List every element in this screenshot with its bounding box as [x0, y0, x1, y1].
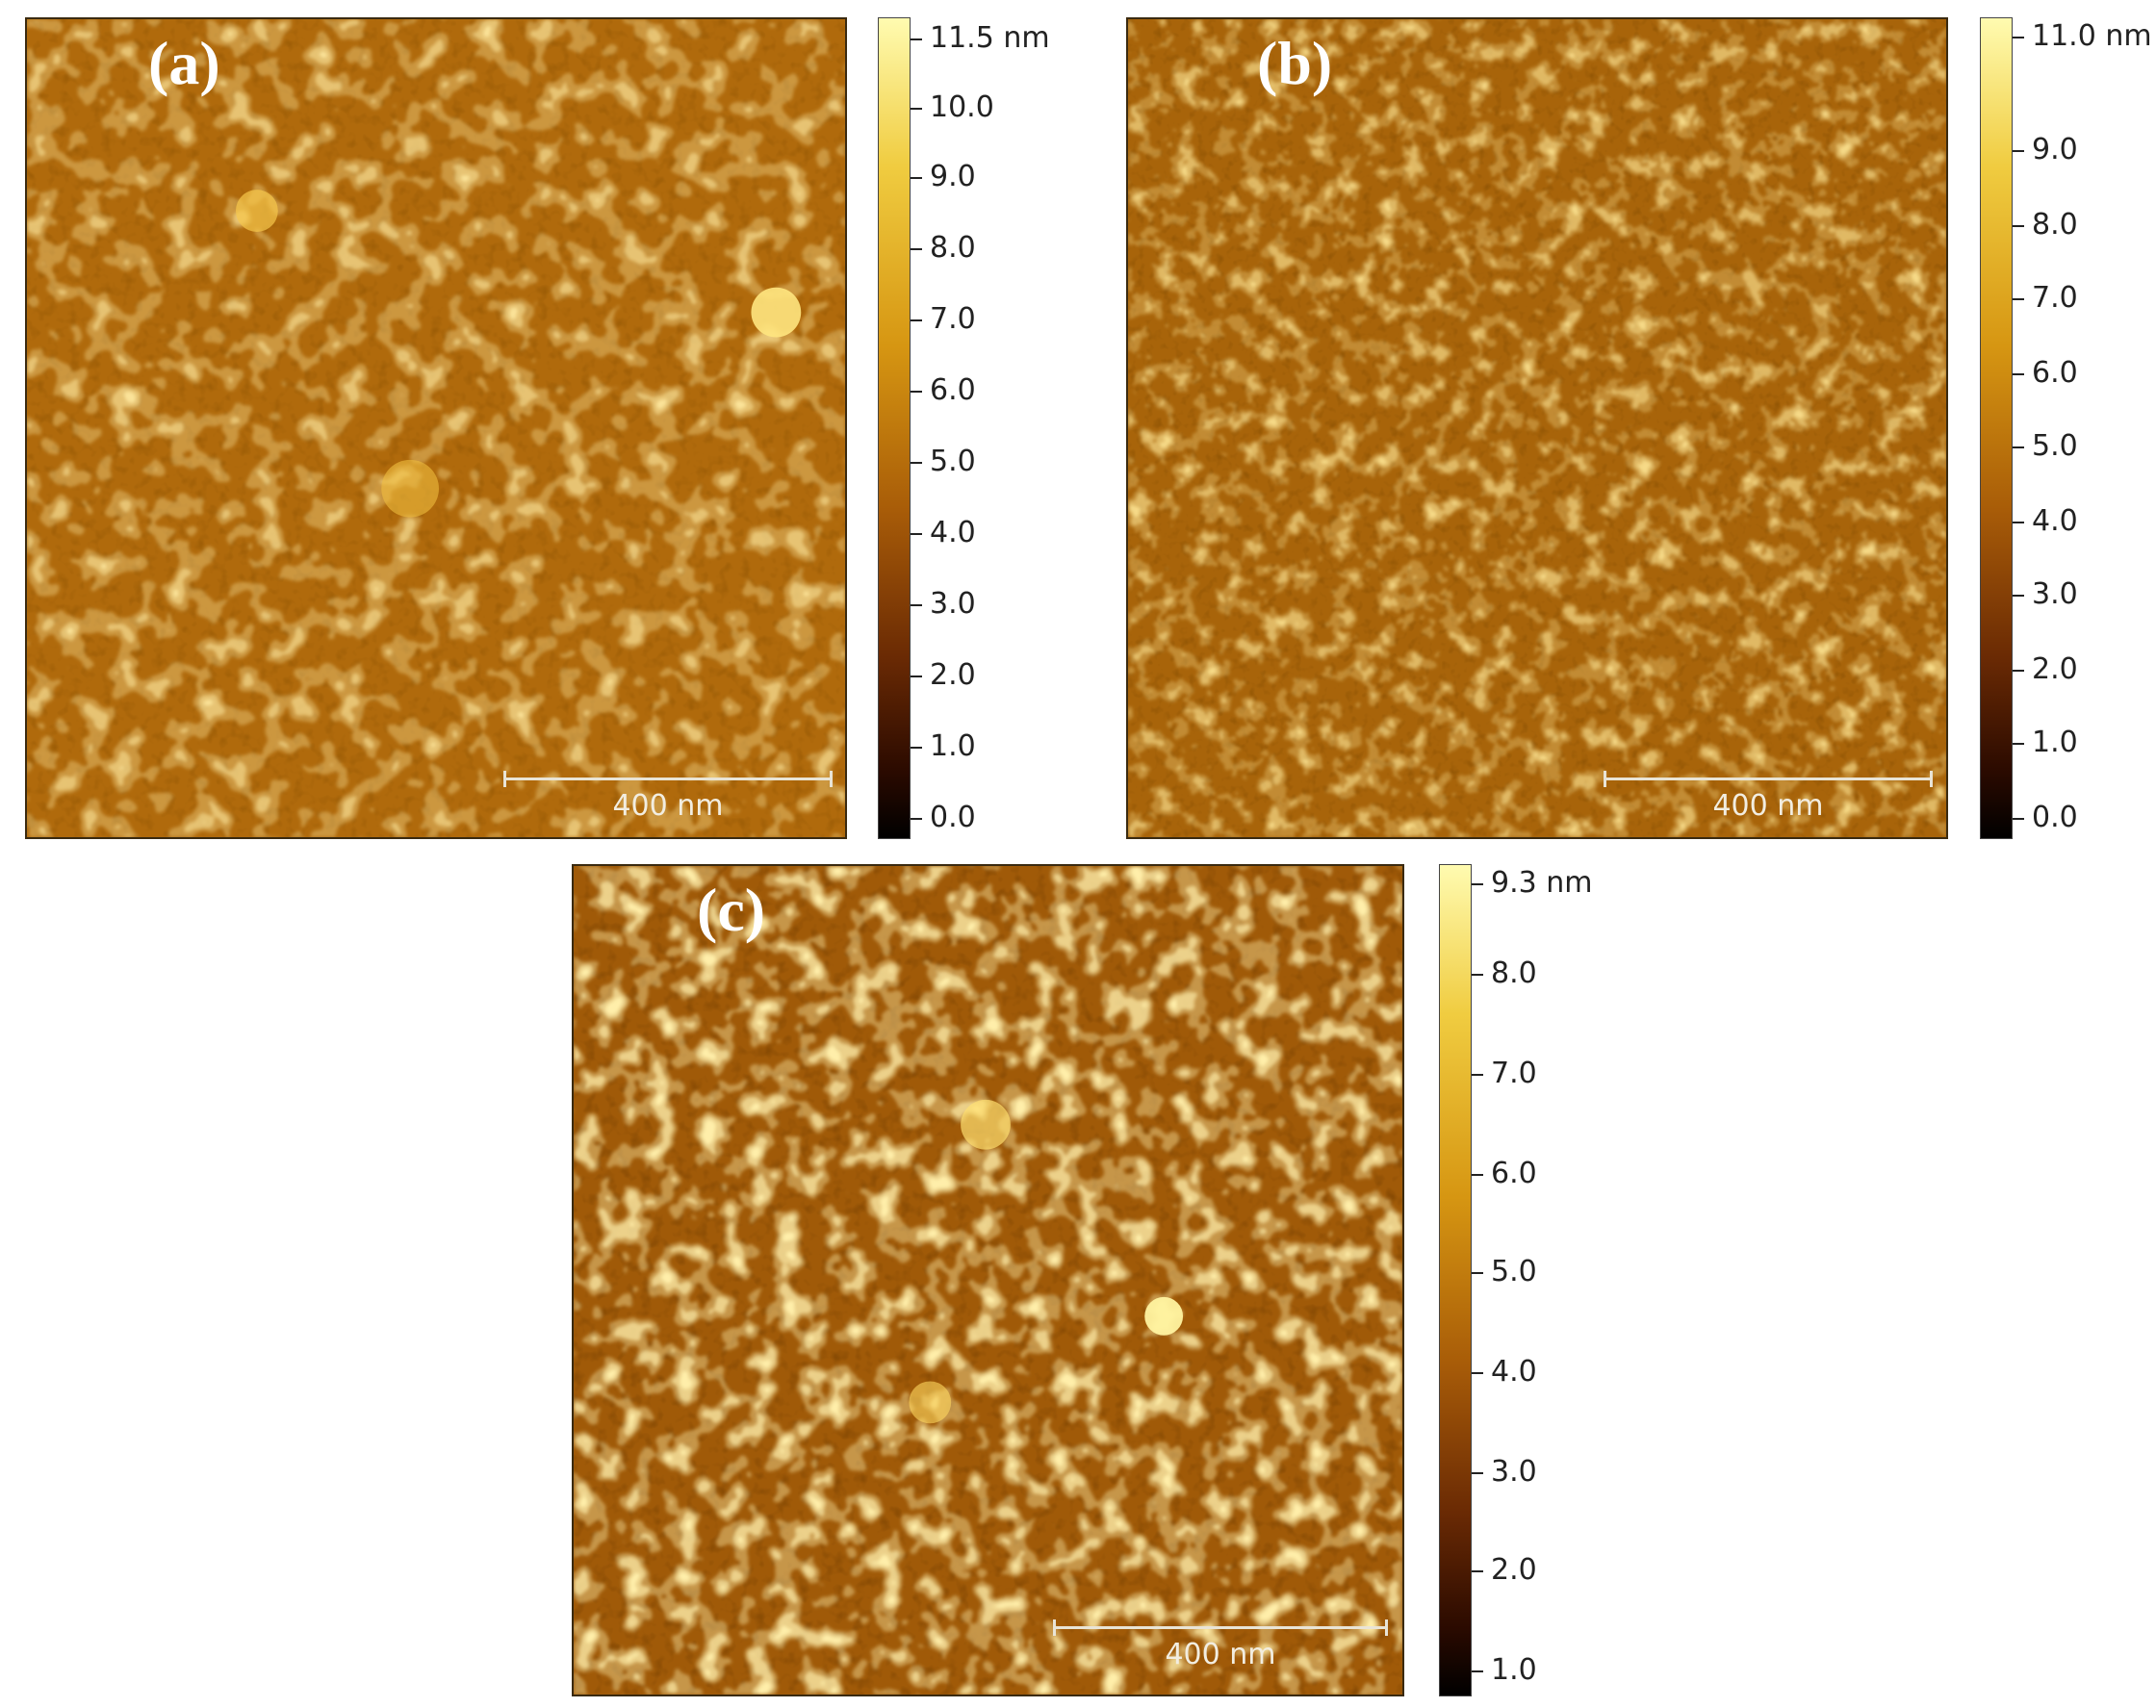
colorbar-tick-a	[911, 818, 922, 820]
colorbar-tick-a	[911, 676, 922, 677]
colorbar-tick-label-a: 11.5 nm	[930, 21, 1050, 55]
colorbar-tick-label-a: 10.0	[930, 90, 994, 124]
colorbar-tick-c	[1472, 974, 1483, 976]
afm-texture-a	[27, 19, 845, 837]
colorbar-tick-a	[911, 248, 922, 250]
colorbar-tick-a	[911, 604, 922, 606]
colorbar-tick-label-b: 1.0	[2032, 726, 2078, 759]
panel-label-c: (c)	[697, 876, 766, 944]
colorbar-tick-a	[911, 319, 922, 321]
colorbar-tick-label-a: 3.0	[930, 587, 976, 621]
afm-image-b: (b) 400 nm	[1126, 17, 1948, 839]
colorbar-tick-label-a: 1.0	[930, 729, 976, 763]
colorbar-tick-a	[911, 391, 922, 393]
colorbar-tick-label-b: 8.0	[2032, 208, 2078, 242]
colorbar-tick-label-c: 9.3 nm	[1491, 866, 1593, 900]
colorbar-tick-label-c: 4.0	[1491, 1355, 1537, 1389]
colorbar-tick-c	[1472, 883, 1483, 885]
colorbar-tick-label-b: 7.0	[2032, 281, 2078, 315]
colorbar-tick-label-a: 6.0	[930, 373, 976, 407]
colorbar-tick-c	[1472, 1074, 1483, 1076]
colorbar-tick-c	[1472, 1670, 1483, 1672]
height-colorbar-c	[1439, 864, 1472, 1696]
colorbar-tick-a	[911, 747, 922, 749]
colorbar-tick-label-a: 5.0	[930, 445, 976, 478]
height-colorbar-b	[1980, 17, 2013, 839]
colorbar-tick-b	[2013, 37, 2024, 38]
scale-bar-a	[503, 771, 833, 787]
colorbar-tick-label-b: 9.0	[2032, 133, 2078, 166]
colorbar-tick-label-a: 0.0	[930, 801, 976, 834]
colorbar-tick-label-c: 1.0	[1491, 1653, 1537, 1687]
scale-bar-label-b: 400 nm	[1712, 789, 1824, 823]
colorbar-tick-b	[2013, 818, 2024, 820]
afm-texture-c	[574, 866, 1402, 1695]
colorbar-tick-a	[911, 108, 922, 110]
scale-bar-label-c: 400 nm	[1165, 1638, 1276, 1671]
colorbar-tick-label-b: 2.0	[2032, 652, 2078, 686]
colorbar-tick-label-b: 5.0	[2032, 429, 2078, 463]
colorbar-tick-label-b: 0.0	[2032, 801, 2078, 834]
colorbar-tick-c	[1472, 1174, 1483, 1176]
colorbar-tick-a	[911, 177, 922, 179]
colorbar-tick-b	[2013, 150, 2024, 152]
colorbar-tick-c	[1472, 1570, 1483, 1572]
colorbar-tick-label-a: 9.0	[930, 160, 976, 193]
colorbar-tick-c	[1472, 1372, 1483, 1374]
colorbar-tick-label-c: 7.0	[1491, 1057, 1537, 1090]
colorbar-tick-c	[1472, 1472, 1483, 1474]
colorbar-tick-label-b: 4.0	[2032, 504, 2078, 538]
colorbar-tick-a	[911, 533, 922, 535]
colorbar-tick-a	[911, 462, 922, 464]
colorbar-tick-label-c: 2.0	[1491, 1553, 1537, 1587]
panel-label-b: (b)	[1257, 29, 1333, 97]
colorbar-tick-b	[2013, 446, 2024, 448]
afm-image-a: (a) 400 nm	[25, 17, 847, 839]
colorbar-tick-b	[2013, 225, 2024, 227]
colorbar-tick-b	[2013, 595, 2024, 597]
afm-texture-b	[1128, 19, 1946, 837]
colorbar-tick-label-c: 5.0	[1491, 1255, 1537, 1288]
colorbar-tick-label-a: 4.0	[930, 516, 976, 549]
colorbar-tick-c	[1472, 1272, 1483, 1274]
scale-bar-c	[1053, 1619, 1388, 1636]
colorbar-tick-a	[911, 38, 922, 40]
panel-label-a: (a)	[148, 29, 220, 97]
colorbar-tick-b	[2013, 743, 2024, 745]
colorbar-tick-label-b: 6.0	[2032, 356, 2078, 390]
afm-image-c: (c) 400 nm	[572, 864, 1404, 1696]
scale-bar-label-a: 400 nm	[612, 789, 724, 823]
colorbar-tick-label-c: 6.0	[1491, 1157, 1537, 1190]
colorbar-tick-b	[2013, 373, 2024, 375]
scale-bar-b	[1604, 771, 1933, 787]
colorbar-tick-b	[2013, 670, 2024, 672]
colorbar-tick-label-b: 11.0 nm	[2032, 19, 2152, 53]
height-colorbar-a	[878, 17, 911, 839]
colorbar-tick-label-a: 2.0	[930, 658, 976, 692]
colorbar-tick-b	[2013, 298, 2024, 300]
colorbar-tick-b	[2013, 522, 2024, 523]
colorbar-tick-label-b: 3.0	[2032, 577, 2078, 611]
colorbar-tick-label-a: 7.0	[930, 302, 976, 336]
colorbar-tick-label-c: 3.0	[1491, 1455, 1537, 1489]
colorbar-tick-label-c: 8.0	[1491, 956, 1537, 990]
colorbar-tick-label-a: 8.0	[930, 231, 976, 265]
